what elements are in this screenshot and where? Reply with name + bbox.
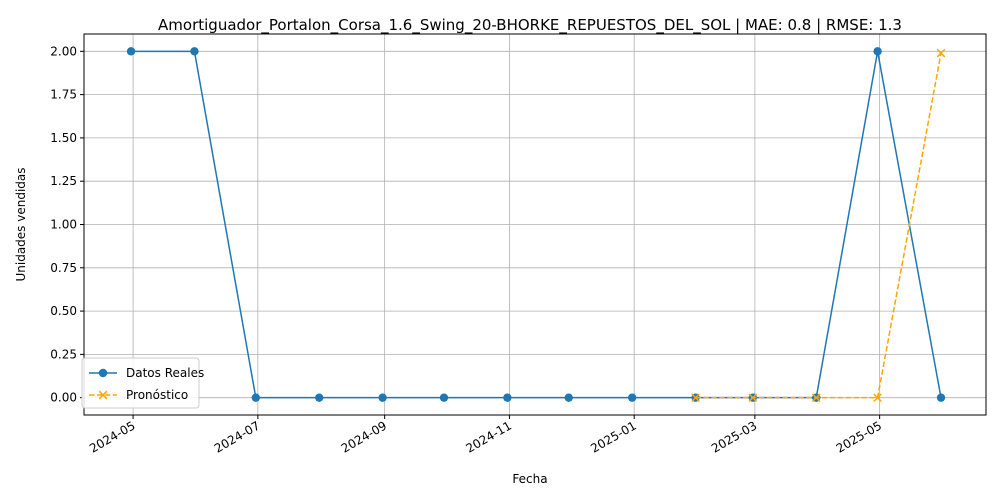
x-axis-label: Fecha	[512, 472, 547, 486]
y-tick-label: 2.00	[50, 44, 77, 58]
y-tick-label: 0.25	[50, 347, 77, 361]
series-line-datos-reales	[131, 50, 942, 399]
legend-swatch-datos-reales-marker	[98, 368, 108, 378]
y-tick-label: 0.00	[50, 391, 77, 405]
data-point-datos-reales	[378, 393, 387, 402]
legend-swatch-pronostico-marker	[98, 390, 108, 400]
legend-box	[81, 357, 200, 409]
data-point-pronostico	[811, 393, 821, 403]
y-tick-label: 0.50	[50, 304, 77, 318]
data-point-datos-reales	[190, 47, 199, 56]
legend-label-datos-reales: Datos Reales	[126, 366, 204, 380]
data-point-datos-reales	[564, 393, 573, 402]
data-point-datos-reales	[627, 393, 637, 402]
data-point-datos-reales	[251, 393, 261, 402]
data-point-pronostico	[936, 48, 946, 58]
data-point-datos-reales	[315, 393, 324, 402]
data-point-pronostico	[691, 393, 700, 403]
y-axis-label: Unidades vendidas	[14, 167, 28, 281]
y-tick-label: 1.50	[50, 131, 77, 145]
data-point-pronostico	[748, 393, 758, 403]
y-tick-label: 1.25	[50, 174, 77, 188]
data-point-datos-reales	[439, 393, 449, 402]
data-point-datos-reales	[126, 47, 136, 56]
y-tick-label: 1.75	[50, 88, 77, 102]
chart-title: Amortiguador_Portalon_Corsa_1.6_Swing_20…	[158, 16, 902, 35]
data-point-pronostico	[873, 393, 882, 403]
series-group	[126, 47, 946, 403]
legend-label-pronostico: Pronóstico	[126, 388, 188, 402]
data-point-datos-reales	[936, 393, 946, 402]
data-point-datos-reales	[873, 47, 882, 56]
data-point-datos-reales	[503, 393, 512, 402]
y-tick-label: 1.00	[50, 218, 77, 232]
legend: Datos Reales Pronóstico	[81, 357, 204, 409]
grid	[84, 34, 986, 415]
y-tick-label: 0.75	[50, 261, 77, 275]
